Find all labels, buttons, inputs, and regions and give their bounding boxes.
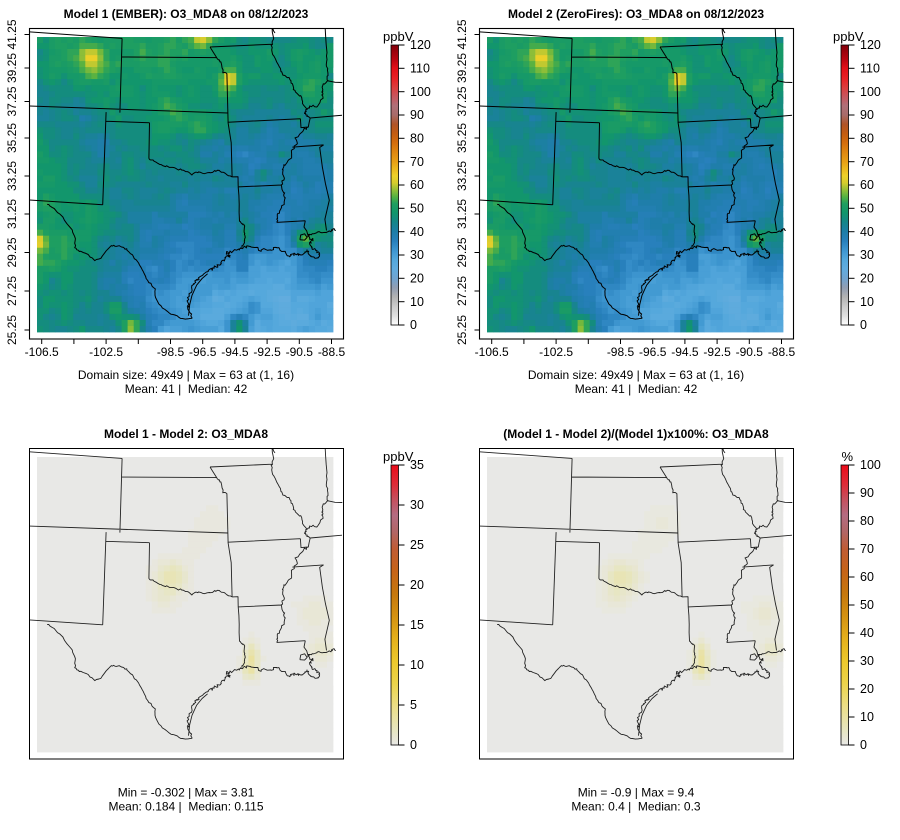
svg-text:80: 80: [860, 514, 874, 528]
svg-text:110: 110: [860, 62, 880, 76]
svg-text:100: 100: [860, 85, 881, 99]
svg-text:-92.5: -92.5: [703, 345, 731, 359]
svg-text:Mean: 41 | Median: 42: Mean: 41 | Median: 42: [575, 382, 698, 396]
svg-text:-102.5: -102.5: [539, 345, 573, 359]
svg-text:70: 70: [860, 155, 874, 169]
svg-text:35: 35: [410, 458, 424, 472]
svg-text:Min = -0.9 | Max = 9.4: Min = -0.9 | Max = 9.4: [578, 786, 695, 800]
svg-text:100: 100: [860, 458, 881, 472]
svg-text:60: 60: [410, 178, 424, 192]
svg-text:41.25: 41.25: [455, 19, 469, 49]
svg-text:15: 15: [410, 618, 424, 632]
svg-text:30: 30: [860, 654, 874, 668]
svg-text:35.25: 35.25: [5, 123, 19, 153]
svg-text:25: 25: [410, 538, 424, 552]
svg-text:120: 120: [410, 38, 431, 52]
svg-text:Domain size: 49x49 | Max = 63: Domain size: 49x49 | Max = 63 at (1, 16): [528, 368, 744, 382]
svg-text:Min = -0.302 | Max = 3.81: Min = -0.302 | Max = 3.81: [118, 786, 255, 800]
svg-text:120: 120: [860, 38, 881, 52]
svg-text:30: 30: [410, 248, 424, 262]
svg-text:35.25: 35.25: [455, 123, 469, 153]
svg-text:80: 80: [410, 132, 424, 146]
svg-text:70: 70: [410, 155, 424, 169]
svg-text:%: %: [842, 449, 854, 464]
svg-text:33.25: 33.25: [455, 161, 469, 191]
svg-text:39.25: 39.25: [5, 53, 19, 83]
svg-text:25.25: 25.25: [5, 315, 19, 345]
svg-text:33.25: 33.25: [5, 161, 19, 191]
svg-text:-92.5: -92.5: [253, 345, 281, 359]
svg-text:10: 10: [860, 710, 874, 724]
svg-text:(Model 1 - Model 2)/(Model 1)x: (Model 1 - Model 2)/(Model 1)x100%: O3_M…: [503, 427, 769, 441]
svg-text:Mean: 0.4 | Median: 0.3: Mean: 0.4 | Median: 0.3: [571, 800, 701, 814]
svg-text:Model 1 - Model 2: O3_MDA8: Model 1 - Model 2: O3_MDA8: [104, 427, 268, 441]
svg-text:50: 50: [860, 202, 874, 216]
svg-text:29.25: 29.25: [5, 237, 19, 267]
svg-text:39.25: 39.25: [455, 53, 469, 83]
svg-text:-88.5: -88.5: [318, 345, 346, 359]
svg-text:-98.5: -98.5: [607, 345, 635, 359]
svg-text:37.25: 37.25: [5, 86, 19, 116]
svg-text:-96.5: -96.5: [639, 345, 667, 359]
svg-text:-106.5: -106.5: [475, 345, 509, 359]
svg-text:29.25: 29.25: [455, 237, 469, 267]
svg-text:80: 80: [860, 132, 874, 146]
svg-text:10: 10: [860, 295, 874, 309]
svg-text:-94.5: -94.5: [221, 345, 249, 359]
svg-text:Mean: 41 | Median: 42: Mean: 41 | Median: 42: [125, 382, 248, 396]
svg-text:5: 5: [410, 698, 417, 712]
svg-text:-98.5: -98.5: [157, 345, 185, 359]
svg-text:31.25: 31.25: [455, 199, 469, 229]
svg-text:0: 0: [860, 318, 867, 332]
svg-text:30: 30: [410, 498, 424, 512]
svg-text:70: 70: [860, 542, 874, 556]
svg-text:100: 100: [410, 85, 431, 99]
svg-text:-102.5: -102.5: [89, 345, 123, 359]
svg-text:0: 0: [860, 738, 867, 752]
svg-text:37.25: 37.25: [455, 86, 469, 116]
svg-text:27.25: 27.25: [5, 276, 19, 306]
svg-text:ppbV: ppbV: [833, 29, 864, 44]
svg-text:60: 60: [860, 570, 874, 584]
svg-text:Domain size: 49x49 | Max = 63: Domain size: 49x49 | Max = 63 at (1, 16): [78, 368, 294, 382]
svg-text:-96.5: -96.5: [189, 345, 217, 359]
svg-text:27.25: 27.25: [455, 276, 469, 306]
svg-text:Model 1 (EMBER): O3_MDA8 on 08: Model 1 (EMBER): O3_MDA8 on 08/12/2023: [64, 7, 309, 21]
svg-text:20: 20: [410, 272, 424, 286]
svg-text:25.25: 25.25: [455, 315, 469, 345]
svg-text:20: 20: [410, 578, 424, 592]
svg-text:ppbV: ppbV: [383, 449, 414, 464]
svg-text:0: 0: [410, 738, 417, 752]
svg-text:60: 60: [860, 178, 874, 192]
svg-text:31.25: 31.25: [5, 199, 19, 229]
svg-text:20: 20: [860, 682, 874, 696]
svg-text:90: 90: [860, 486, 874, 500]
svg-text:90: 90: [410, 108, 424, 122]
svg-text:90: 90: [860, 108, 874, 122]
svg-text:30: 30: [860, 248, 874, 262]
svg-text:10: 10: [410, 658, 424, 672]
svg-text:0: 0: [410, 318, 417, 332]
svg-text:40: 40: [410, 225, 424, 239]
svg-text:40: 40: [860, 626, 874, 640]
svg-text:10: 10: [410, 295, 424, 309]
svg-text:Model 2 (ZeroFires): O3_MDA8 o: Model 2 (ZeroFires): O3_MDA8 on 08/12/20…: [508, 7, 764, 21]
svg-text:50: 50: [860, 598, 874, 612]
svg-text:-106.5: -106.5: [25, 345, 59, 359]
svg-text:Mean: 0.184 | Median: 0.115: Mean: 0.184 | Median: 0.115: [109, 800, 264, 814]
svg-text:110: 110: [410, 62, 430, 76]
svg-text:ppbV: ppbV: [383, 29, 414, 44]
svg-text:-88.5: -88.5: [768, 345, 796, 359]
svg-text:50: 50: [410, 202, 424, 216]
svg-text:20: 20: [860, 272, 874, 286]
svg-text:-94.5: -94.5: [671, 345, 699, 359]
svg-text:40: 40: [860, 225, 874, 239]
svg-text:41.25: 41.25: [5, 19, 19, 49]
svg-text:-90.5: -90.5: [736, 345, 764, 359]
svg-text:-90.5: -90.5: [286, 345, 314, 359]
